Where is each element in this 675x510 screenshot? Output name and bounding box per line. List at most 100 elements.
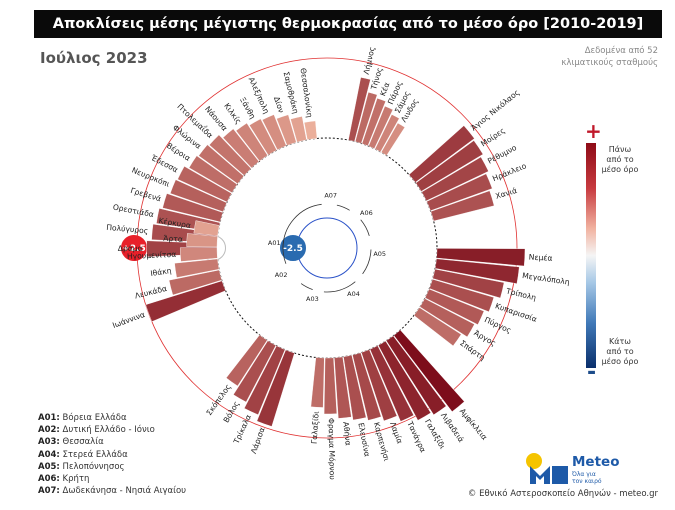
- reference-badge: [280, 235, 306, 261]
- scale-bottom-label: Κάτω από το μέσο όρο: [601, 337, 639, 366]
- legend-name: Βόρεια Ελλάδα: [62, 413, 127, 423]
- legend-name: Κρήτη: [62, 474, 90, 485]
- station-label: Τρίπολη: [504, 286, 537, 302]
- logo-tagline-line-1: Όλα για: [572, 471, 596, 478]
- legend-row-a04: A04: Στερεά Ελλάδα: [38, 449, 186, 461]
- region-arc: [300, 283, 313, 290]
- bar-a04: [334, 356, 352, 419]
- bar-a02: [179, 247, 218, 262]
- bar-a04: [369, 345, 414, 422]
- region-arc: [336, 204, 350, 211]
- bar-a05: [429, 278, 495, 313]
- bar-a05: [434, 258, 520, 284]
- bar-a07: [368, 105, 394, 149]
- bar-a05: [424, 288, 485, 325]
- bar-a03: [243, 345, 286, 415]
- bar-a07: [348, 77, 371, 142]
- legend-row-a06: A06: Κρήτη: [38, 473, 186, 485]
- bar-a06: [415, 140, 484, 192]
- legend-row-a07: A07: Δωδεκάνησα - Νησιά Αιγαίου: [38, 485, 186, 497]
- station-label: Ιθάκη: [150, 266, 172, 278]
- circle-zero: [216, 137, 438, 359]
- bar-a03: [233, 340, 277, 403]
- bar-a04: [343, 354, 367, 421]
- bar-a01: [290, 116, 307, 143]
- bar-a01: [188, 155, 238, 193]
- bar-a03: [225, 334, 268, 387]
- station-label: Άργος: [472, 328, 497, 348]
- reference-badge-label: -2.5: [283, 244, 303, 254]
- station-label: Ελευσίνα: [356, 422, 371, 457]
- bar-a07: [354, 91, 378, 144]
- legend-row-a03: A03: Θεσσαλία: [38, 436, 186, 448]
- station-label: Γρεβενά: [129, 186, 162, 203]
- bar-a01: [198, 144, 245, 185]
- region-code-label: A03: [306, 295, 319, 303]
- bar-a03: [256, 349, 295, 427]
- bar-a07: [361, 97, 386, 147]
- legend-name: Πελοπόννησος: [62, 461, 125, 472]
- station-label: Ηγουμενίτσα: [127, 250, 177, 261]
- station-label: Λαμία: [388, 421, 404, 445]
- logo-word: Meteo: [572, 454, 620, 470]
- bar-a07: [380, 122, 406, 156]
- station-label: Ηράκλειο: [491, 161, 528, 183]
- legend-name: Δυτική Ελλάδο - Ιόνιο: [62, 425, 155, 436]
- bar-a04: [385, 335, 447, 416]
- bar-a01: [303, 120, 318, 141]
- station-label: Άγιος Νικόλαος: [469, 88, 521, 133]
- legend-name: Δωδεκάνησα - Νησιά Αιγαίου: [62, 486, 187, 497]
- station-label: Δράμα: [118, 244, 143, 253]
- bar-a05: [419, 298, 475, 338]
- source-note: Δεδομένα από 52 κλιματικούς σταθμούς: [508, 45, 658, 69]
- region-code-label: A06: [360, 209, 373, 217]
- region-code-label: A04: [347, 290, 360, 298]
- bar-a06: [408, 125, 475, 183]
- copyright: © Εθνικό Αστεροσκοπείο Αθηνών - meteo.gr: [467, 489, 658, 499]
- station-label: Πύργος: [483, 315, 513, 335]
- station-label: Γαλαξίδι: [310, 411, 321, 445]
- color-scale-bar: [586, 143, 596, 368]
- station-label: Μοίρες: [479, 126, 507, 149]
- station-label: Λευκάδα: [134, 284, 168, 301]
- region-arc: [323, 281, 356, 293]
- station-label: Φραγμα Μόρνου: [327, 418, 337, 480]
- bar-a01: [169, 179, 228, 213]
- bar-a01: [209, 134, 252, 176]
- station-label: Χανιά: [494, 186, 518, 201]
- bar-a07: [374, 114, 400, 153]
- logo-tagline: Όλα για τον καιρό: [572, 471, 602, 485]
- station-label: Βόλος: [222, 399, 242, 424]
- source-note-line-2: κλιματικούς σταθμούς: [561, 58, 658, 68]
- region-legend: A01: Βόρεια Ελλάδα A02: Δυτική Ελλάδο - …: [38, 412, 186, 497]
- meteo-logo[interactable]: Meteo Όλα για τον καιρό: [524, 452, 644, 486]
- legend-code: A07:: [38, 486, 60, 497]
- bar-a05: [436, 248, 526, 267]
- bar-a06: [430, 190, 495, 222]
- legend-code: A03:: [38, 437, 60, 448]
- bar-a02: [168, 269, 223, 296]
- station-label: Τρίκαλα: [231, 413, 253, 446]
- bar-a05: [413, 307, 462, 347]
- station-label: Βέροια: [165, 141, 192, 163]
- bar-a04: [323, 357, 338, 415]
- bar-a01: [177, 166, 232, 203]
- bar-a04: [393, 329, 465, 412]
- station-label: Θεσσαλονίκη: [299, 67, 315, 118]
- source-note-line-1: Δεδομένα από 52: [584, 46, 658, 56]
- station-label: Λάρισα: [249, 426, 267, 455]
- bar-a01: [249, 118, 277, 156]
- station-label: Αθήνα: [341, 421, 352, 446]
- bar-a01: [222, 128, 260, 169]
- station-label: Ιωάννινα: [111, 310, 146, 330]
- logo-tagline-line-2: τον καιρό: [572, 478, 602, 485]
- region-code-label: A05: [373, 250, 386, 258]
- bar-a02: [145, 280, 226, 322]
- bar-a04: [352, 352, 382, 421]
- legend-row-a02: A02: Δυτική Ελλάδο - Ιόνιο: [38, 424, 186, 436]
- legend-code: A01:: [38, 413, 60, 423]
- region-code-label: A01: [268, 239, 281, 247]
- legend-code: A05:: [38, 461, 60, 472]
- bar-a01: [162, 193, 224, 223]
